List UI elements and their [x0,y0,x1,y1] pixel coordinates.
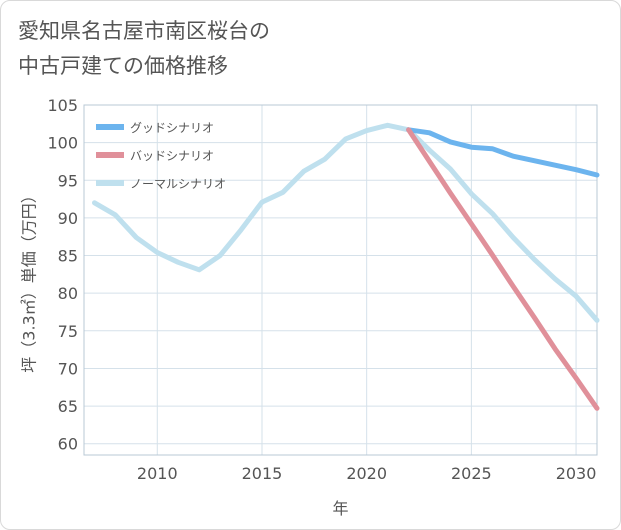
series-line-1 [406,127,600,411]
y-tick-label: 85 [58,247,78,266]
series-line-2 [92,122,600,323]
legend-label: バッドシナリオ [130,149,214,163]
x-axis-label: 年 [332,499,348,518]
y-tick-label: 60 [58,435,78,454]
y-tick-label: 90 [58,209,78,228]
y-axis-label: 坪（3.3㎡）単価（万円） [20,187,39,372]
y-axis-ticks: 60 65 70 75 80 85 90 95 100 105 [47,96,78,454]
legend-label: グッドシナリオ [130,121,214,135]
y-tick-label: 100 [47,134,78,153]
grid [84,104,597,455]
x-tick-label: 2010 [137,464,178,483]
chart-title: 愛知県名古屋市南区桜台の 中古戸建ての価格推移 [18,19,270,78]
legend-label: ノーマルシナリオ [130,177,226,191]
x-tick-label: 2030 [556,464,597,483]
y-tick-label: 70 [58,359,78,378]
x-tick-label: 2025 [451,464,492,483]
y-tick-label: 65 [58,397,78,416]
plot-area [83,104,598,456]
series-line-0 [406,127,600,178]
x-tick-label: 2015 [242,464,283,483]
y-tick-label: 75 [58,322,78,341]
y-tick-label: 80 [58,284,78,303]
y-tick-label: 95 [58,171,78,190]
x-axis-ticks: 2010 2015 2020 2025 2030 [137,464,596,483]
y-tick-label: 105 [47,96,78,115]
x-tick-label: 2020 [346,464,387,483]
series-lines [92,122,600,411]
